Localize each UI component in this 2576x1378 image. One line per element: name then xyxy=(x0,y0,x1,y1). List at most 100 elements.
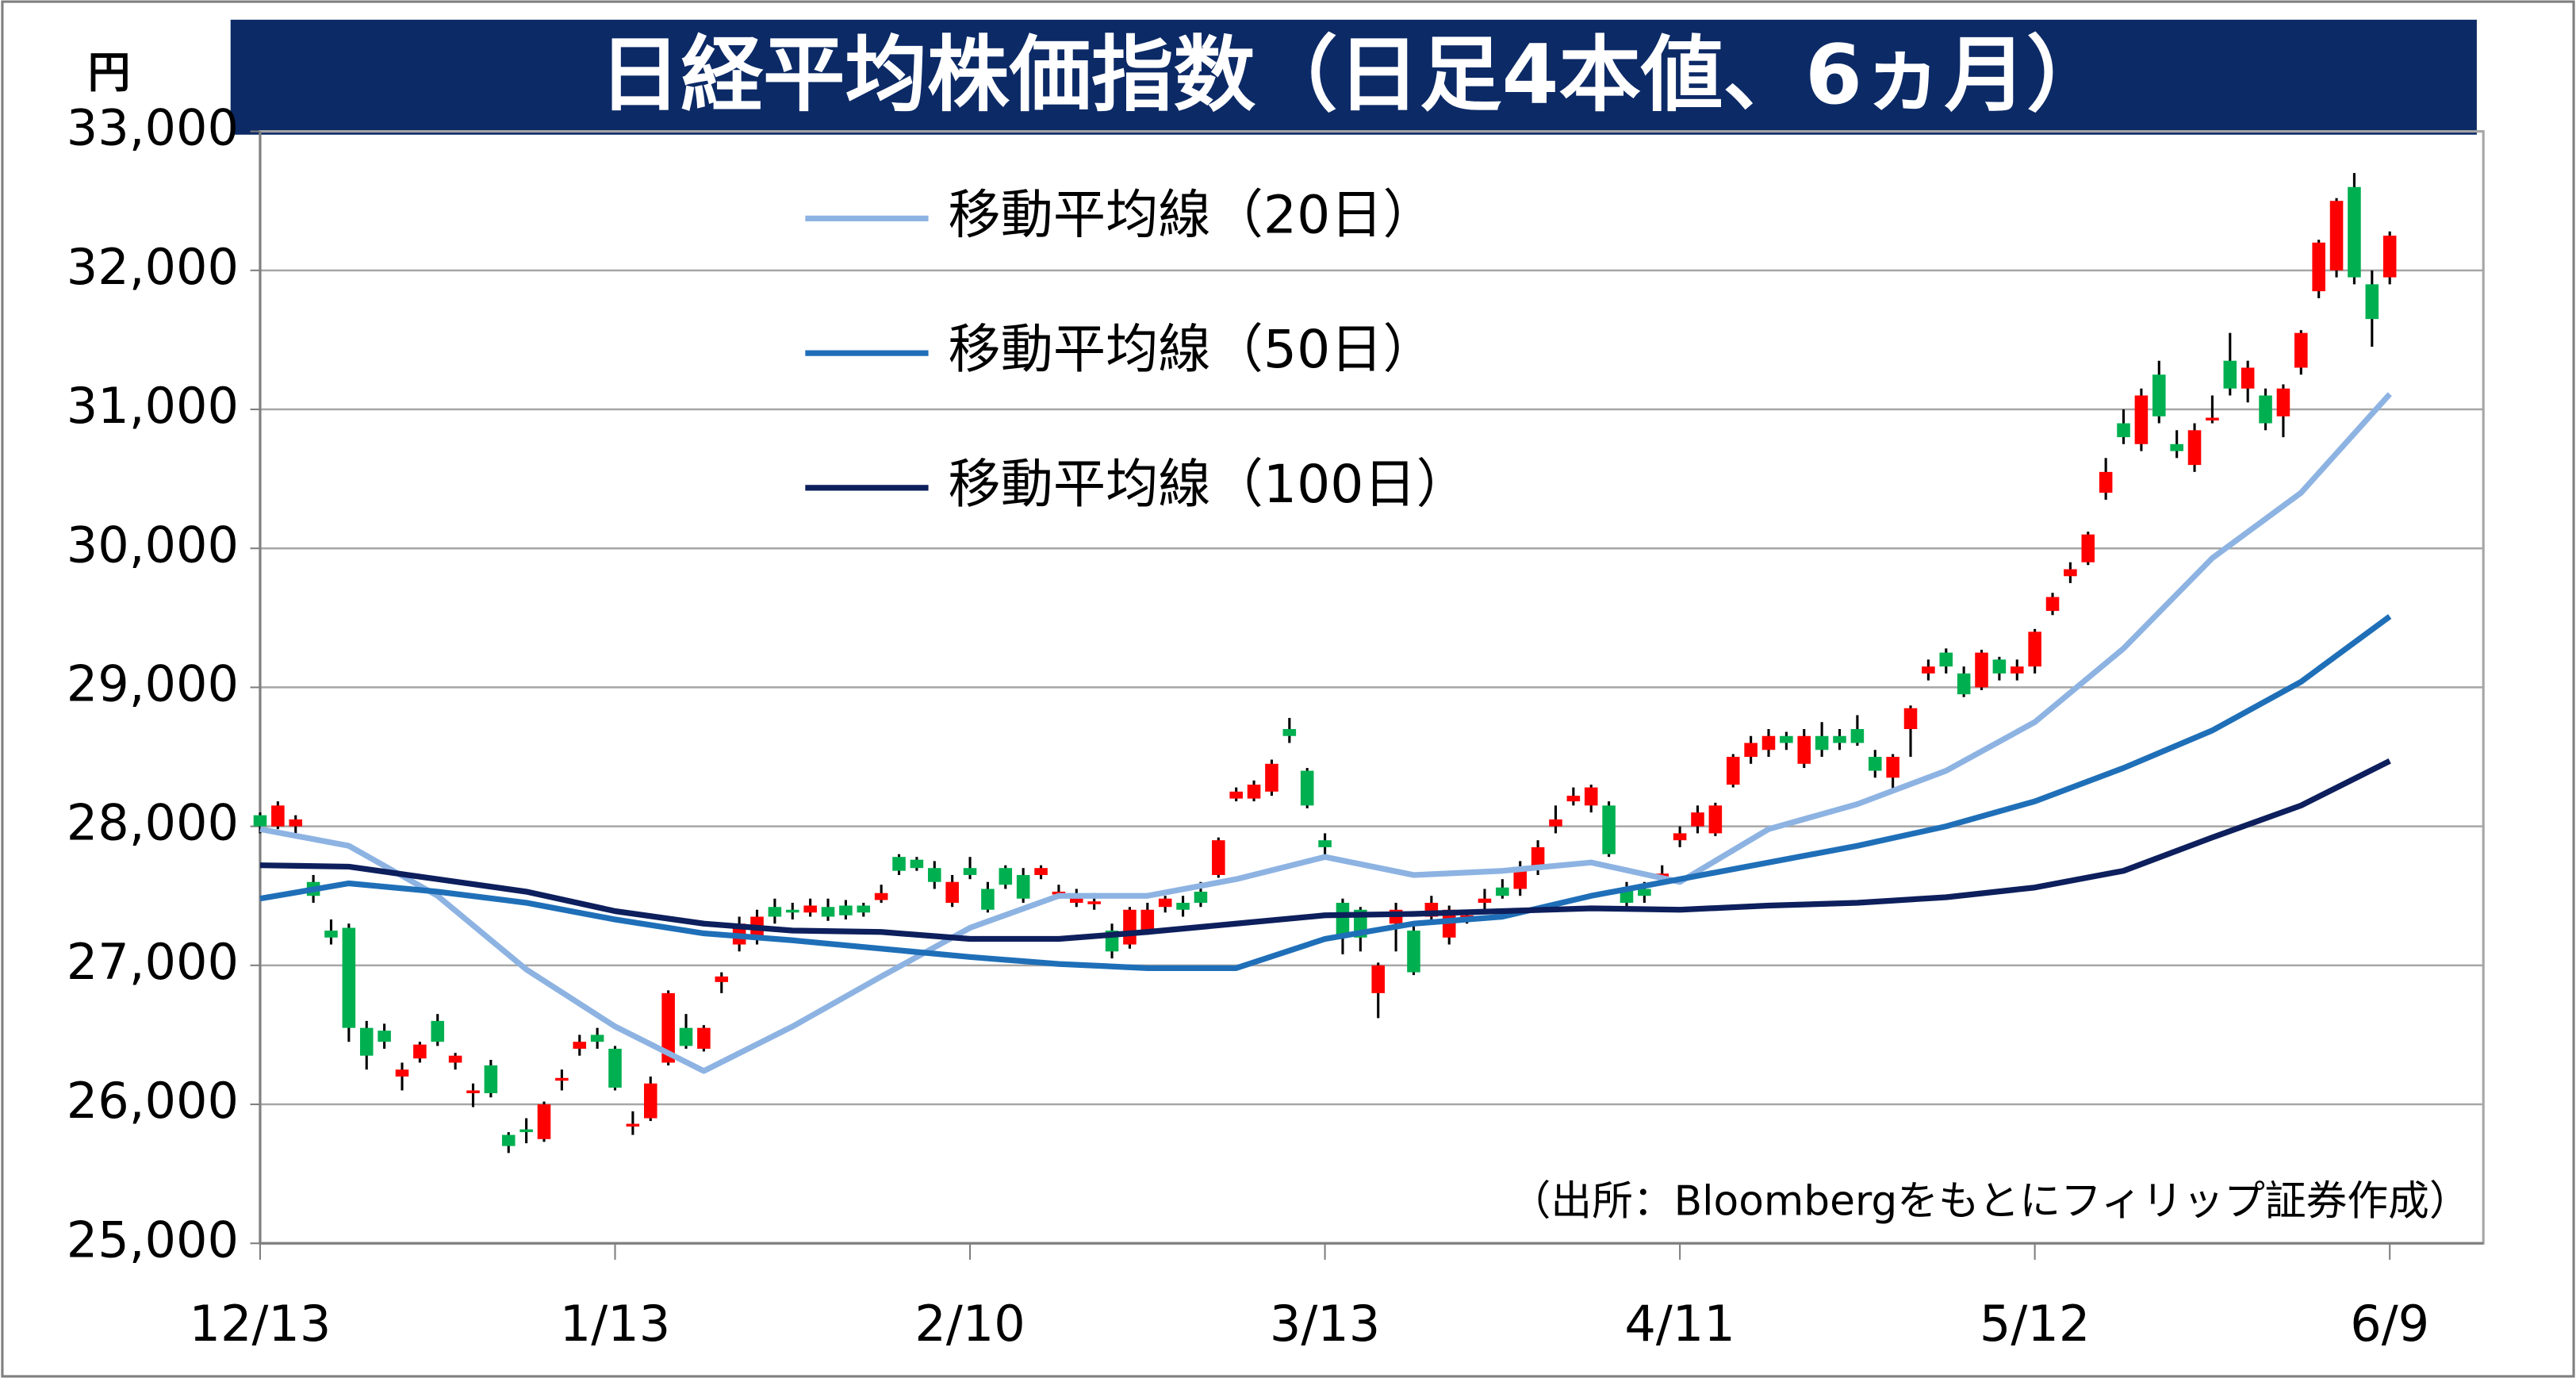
candle-body xyxy=(555,1077,569,1081)
legend-label: 移動平均線（20日） xyxy=(948,184,1435,245)
candle-body xyxy=(999,868,1013,885)
candle-body xyxy=(1070,896,1083,903)
x-tick-label: 5/12 xyxy=(1980,1295,2090,1353)
candle-body xyxy=(2276,388,2290,416)
candle-body xyxy=(1939,652,1953,667)
candle-body xyxy=(1229,791,1243,799)
candle-body xyxy=(821,907,835,917)
candle-body xyxy=(1691,812,1704,827)
y-tick-label: 25,000 xyxy=(67,1211,239,1269)
candle-body xyxy=(768,907,782,917)
candle-body xyxy=(874,892,888,900)
candle-body xyxy=(395,1069,409,1077)
candle-body xyxy=(2329,201,2344,271)
candle-body xyxy=(1957,673,1971,695)
candle-body xyxy=(378,1031,391,1042)
candle-body xyxy=(839,905,853,915)
y-tick-label: 32,000 xyxy=(67,238,239,296)
candle-body xyxy=(1087,901,1101,904)
candle-body xyxy=(1726,757,1740,785)
candle-body xyxy=(2259,395,2272,424)
candle-body xyxy=(2241,367,2255,389)
candle-body xyxy=(626,1123,640,1127)
candle-body xyxy=(2117,423,2130,438)
candle-body xyxy=(359,1027,374,1056)
candle-body xyxy=(2134,395,2149,444)
candle-body xyxy=(608,1048,622,1088)
x-tick-label: 4/11 xyxy=(1624,1295,1735,1353)
candle-body xyxy=(1780,735,1793,743)
candle-body xyxy=(1247,785,1261,799)
candle-body xyxy=(466,1090,480,1094)
candle-body xyxy=(1815,735,1829,750)
candle-body xyxy=(1034,868,1048,875)
y-tick-label: 33,000 xyxy=(67,99,239,157)
candle-body xyxy=(484,1065,498,1094)
candle-body xyxy=(2312,242,2325,292)
candle-body xyxy=(928,868,941,882)
candle-body xyxy=(1886,757,1899,778)
candle-body xyxy=(2081,534,2095,562)
candle-body xyxy=(2348,186,2361,278)
candle-body xyxy=(289,819,303,827)
candle-body xyxy=(1336,902,1350,938)
candle-body xyxy=(413,1044,427,1059)
candle-body xyxy=(892,857,906,871)
candle-body xyxy=(1584,787,1598,806)
candle-body xyxy=(1123,909,1137,945)
candle-body xyxy=(253,815,267,827)
candle-body xyxy=(537,1104,551,1139)
y-tick-label: 31,000 xyxy=(67,377,239,435)
candle-body xyxy=(1566,796,1581,802)
candle-body xyxy=(2152,374,2166,416)
plot-area: 25,000 26,000 27,000 28,000 29,000 30,000 31,0… xyxy=(67,99,2485,1353)
x-tick-label: 6/9 xyxy=(2350,1295,2429,1353)
x-tick-label: 1/13 xyxy=(560,1295,670,1353)
candle-body xyxy=(448,1055,462,1063)
candle-body xyxy=(1992,659,2007,674)
candle-body xyxy=(697,1027,711,1049)
candle-body xyxy=(981,889,995,910)
candle-body xyxy=(1407,931,1420,973)
candle-body xyxy=(1761,735,1776,750)
candle-body xyxy=(1602,805,1616,854)
candle-body xyxy=(2206,417,2219,421)
candle-body xyxy=(431,1020,445,1042)
candle-body xyxy=(2294,332,2308,368)
candle-body xyxy=(1478,898,1492,903)
candle-body xyxy=(342,927,356,1028)
y-tick-label: 28,000 xyxy=(67,794,239,852)
candle-body xyxy=(1922,666,1935,674)
candle-body xyxy=(1318,840,1332,847)
candle-body xyxy=(2028,631,2041,667)
candle-body xyxy=(1513,868,1528,889)
candle-body xyxy=(1903,708,1918,729)
x-tick-label: 12/13 xyxy=(190,1295,332,1353)
candle-body xyxy=(679,1027,693,1046)
candle-body xyxy=(2365,284,2379,320)
candle-body xyxy=(1673,833,1687,841)
candle-body xyxy=(715,976,729,982)
candle-body xyxy=(573,1042,587,1049)
candle-body xyxy=(785,909,799,913)
candle-body xyxy=(2187,430,2202,466)
candle-body xyxy=(1016,874,1030,899)
moving-average-line xyxy=(259,758,2391,942)
candle-body xyxy=(1531,846,1545,869)
candle-body xyxy=(1975,652,1988,688)
candle-body xyxy=(1282,728,1297,736)
candle-body xyxy=(324,931,338,938)
candle-body xyxy=(1176,902,1190,910)
legend-label: 移動平均線（100日） xyxy=(948,454,1468,515)
candle-body xyxy=(519,1129,533,1133)
candle-body xyxy=(1833,735,1846,743)
candle-body xyxy=(803,905,817,913)
candle-body xyxy=(1158,898,1172,908)
legend-label: 移動平均線（50日） xyxy=(948,319,1435,380)
candle-body xyxy=(590,1034,604,1042)
title-banner xyxy=(230,19,2477,135)
candle-body xyxy=(2064,569,2077,577)
y-tick-label: 29,000 xyxy=(67,655,239,713)
candle-body xyxy=(1655,873,1669,877)
candle-body xyxy=(2223,360,2237,389)
